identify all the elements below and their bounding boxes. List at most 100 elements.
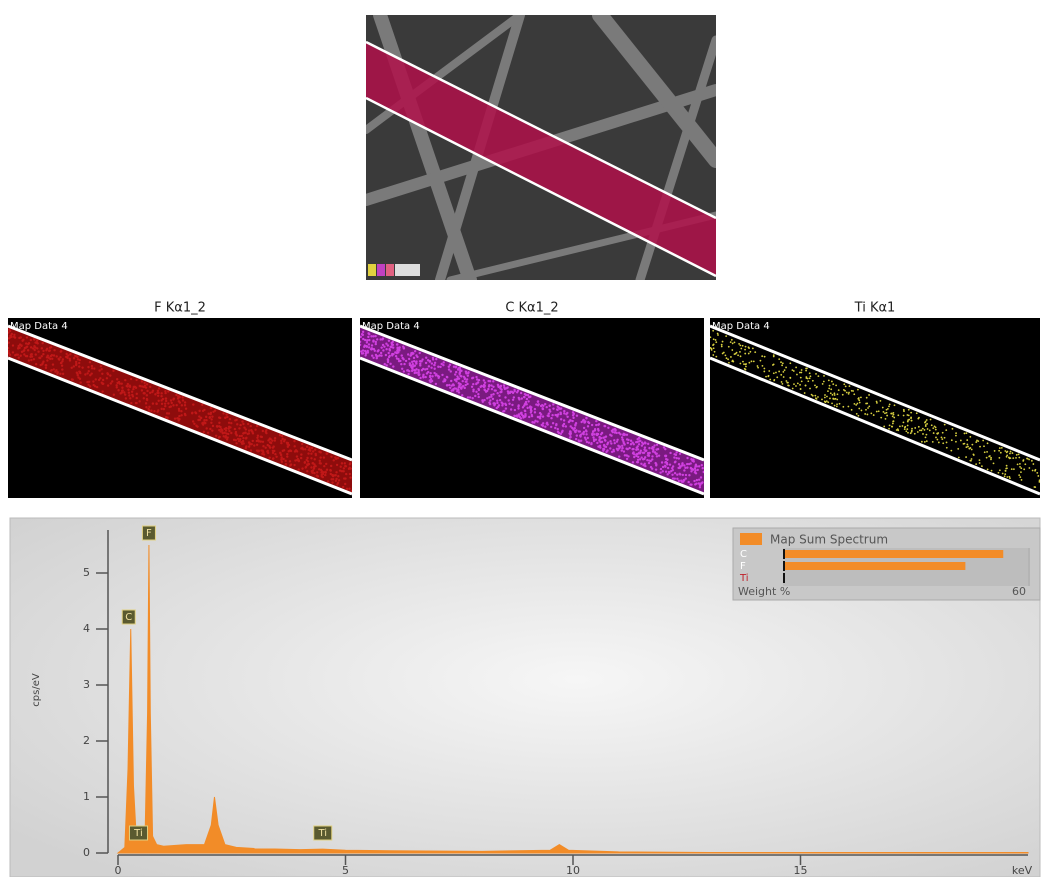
signal-dot <box>931 440 934 443</box>
signal-dot <box>319 456 322 459</box>
signal-dot <box>823 400 826 403</box>
signal-dot <box>222 435 225 438</box>
signal-dot <box>278 434 282 437</box>
signal-dot <box>669 451 672 455</box>
signal-dot <box>131 395 135 398</box>
signal-dot <box>677 479 681 483</box>
signal-dot <box>280 439 283 443</box>
signal-dot <box>225 438 229 441</box>
map-image: Map Data 4 <box>8 318 352 498</box>
signal-dot <box>475 375 478 379</box>
signal-dot <box>710 349 713 351</box>
signal-dot <box>727 358 729 361</box>
signal-dot <box>128 394 131 397</box>
signal-dot <box>1015 456 1017 459</box>
signal-dot <box>135 392 138 396</box>
signal-dot <box>458 371 462 374</box>
signal-dot <box>932 427 935 430</box>
signal-dot <box>209 411 213 415</box>
signal-dot <box>180 404 184 407</box>
signal-dot <box>309 449 312 452</box>
signal-dot <box>752 360 755 363</box>
signal-dot <box>402 370 406 373</box>
signal-dot <box>666 473 669 476</box>
sem-image <box>366 15 716 280</box>
signal-dot <box>910 411 913 414</box>
signal-dot <box>720 343 723 346</box>
signal-dot <box>523 404 526 407</box>
signal-dot <box>623 433 626 437</box>
signal-dot <box>275 455 278 458</box>
signal-dot <box>177 409 181 412</box>
signal-dot <box>218 416 222 420</box>
signal-dot <box>11 344 15 347</box>
signal-dot <box>160 395 163 398</box>
signal-dot <box>476 378 479 381</box>
signal-dot <box>763 355 766 358</box>
signal-dot <box>571 419 574 423</box>
signal-dot <box>429 371 432 375</box>
signal-dot <box>713 350 716 353</box>
signal-dot <box>881 406 884 409</box>
signal-dot <box>207 412 210 415</box>
signal-dot <box>1018 456 1021 459</box>
signal-dot <box>454 373 457 376</box>
signal-dot <box>782 376 785 378</box>
signal-dot <box>247 445 251 448</box>
signal-dot <box>112 393 116 396</box>
signal-dot <box>441 373 444 377</box>
signal-dot <box>740 347 743 350</box>
signal-dot <box>273 449 276 453</box>
signal-dot <box>447 368 451 371</box>
signal-dot <box>368 338 371 342</box>
signal-dot <box>123 393 127 396</box>
signal-dot <box>72 365 76 368</box>
signal-dot <box>636 458 640 462</box>
signal-dot <box>934 426 937 429</box>
signal-dot <box>271 451 275 455</box>
signal-dot <box>744 345 747 348</box>
signal-dot <box>99 377 102 380</box>
signal-dot <box>686 466 689 469</box>
signal-dot <box>471 376 475 379</box>
signal-dot <box>490 393 493 397</box>
signal-dot <box>420 369 424 372</box>
signal-dot <box>1010 468 1013 471</box>
signal-dot <box>454 387 458 390</box>
signal-dot <box>925 440 928 443</box>
signal-dot <box>169 399 173 402</box>
signal-dot <box>646 442 650 446</box>
signal-dot <box>385 342 388 345</box>
signal-dot <box>440 362 443 366</box>
signal-dot <box>519 391 523 395</box>
signal-dot <box>891 425 894 428</box>
signal-dot <box>638 452 642 455</box>
signal-dot <box>386 360 390 364</box>
signal-dot <box>230 431 233 435</box>
signal-dot <box>585 430 588 433</box>
signal-dot <box>117 389 120 392</box>
signal-dot <box>306 456 309 460</box>
signal-dot <box>375 355 378 358</box>
signal-dot <box>50 368 53 372</box>
signal-dot <box>541 422 545 425</box>
signal-dot <box>322 471 325 474</box>
signal-dot <box>303 461 307 464</box>
signal-dot <box>575 434 579 437</box>
signal-dot <box>496 405 500 409</box>
signal-dot <box>725 357 728 360</box>
signal-dot <box>765 375 767 378</box>
map-label: Map Data 4 <box>712 321 770 332</box>
signal-dot <box>325 462 328 466</box>
x-axis-label: keV <box>1012 864 1033 877</box>
signal-dot <box>644 464 647 468</box>
signal-dot <box>674 453 678 457</box>
signal-dot <box>598 439 601 442</box>
signal-dot <box>830 388 833 391</box>
signal-dot <box>161 397 165 401</box>
signal-dot <box>778 358 781 361</box>
signal-dot <box>374 340 378 344</box>
signal-dot <box>700 482 703 485</box>
signal-dot <box>902 414 905 417</box>
signal-dot <box>817 396 819 398</box>
